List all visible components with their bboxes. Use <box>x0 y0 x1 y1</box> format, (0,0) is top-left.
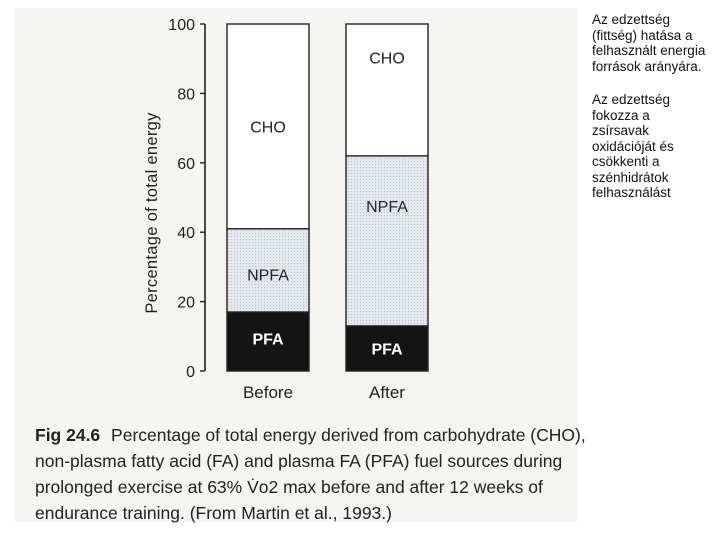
segment-label-npfa-before: NPFA <box>247 267 289 284</box>
segment-label-pfa-after: PFA <box>371 341 403 358</box>
y-axis-label: Percentage of total energy <box>143 112 161 314</box>
caption-text: Percentage of total energy derived from … <box>35 425 586 523</box>
figure-caption: Fig 24.6 Percentage of total energy deri… <box>35 422 591 526</box>
bar-segment-npfa-before <box>226 228 310 313</box>
figure-number: Fig 24.6 <box>35 425 101 445</box>
segment-label-cho-before: CHO <box>250 119 286 136</box>
bars: PFA NPFA CHO Before PFA NPFA CHO After <box>226 23 429 402</box>
segment-label-cho-after: CHO <box>369 51 405 68</box>
y-tick-label-20: 20 <box>177 295 195 312</box>
bar-segment-pfa-after <box>345 325 429 372</box>
bar-segment-cho-after <box>345 23 429 157</box>
y-tick-label-100: 100 <box>168 17 195 34</box>
segment-label-npfa-after: NPFA <box>366 199 408 216</box>
bar-segment-cho-before <box>226 23 310 230</box>
side-note-paragraph-2: Az edzettség fokozza a zsírsavak oxidáci… <box>592 92 674 200</box>
figure-scan: 0 20 40 60 80 100 PFA NPFA CHO Before PFA NPFA CHO A… <box>15 8 586 523</box>
x-category-label-before: Before <box>243 383 293 402</box>
bar-segment-npfa-after <box>345 155 429 327</box>
x-category-label-after: After <box>369 383 405 402</box>
y-axis: 0 20 40 60 80 100 <box>168 17 206 381</box>
side-note-paragraph-1: Az edzettség (fittség) hatása a felhaszn… <box>592 12 706 74</box>
stacked-bar-chart: 0 20 40 60 80 100 PFA NPFA CHO Before PFA NPFA CHO A… <box>143 17 429 402</box>
y-tick-label-80: 80 <box>177 86 195 103</box>
y-tick-label-40: 40 <box>177 225 195 242</box>
y-tick-label-0: 0 <box>186 364 195 381</box>
segment-label-pfa-before: PFA <box>252 332 284 349</box>
y-tick-label-60: 60 <box>177 156 195 173</box>
side-note: Az edzettség (fittség) hatása a felhaszn… <box>592 12 710 219</box>
bar-segment-pfa-before <box>226 311 310 372</box>
